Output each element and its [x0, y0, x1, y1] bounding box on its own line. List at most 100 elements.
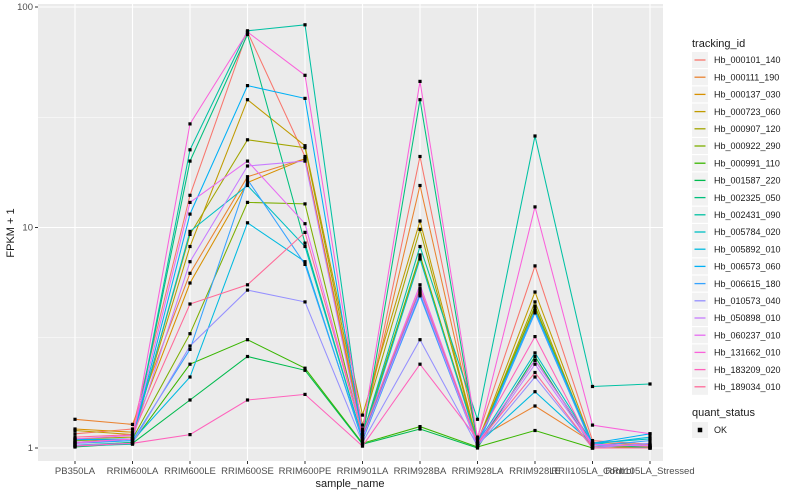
data-point [475, 441, 480, 445]
data-point [245, 159, 250, 163]
data-point [590, 423, 595, 427]
data-point [648, 432, 652, 436]
data-point [188, 159, 192, 163]
data-point [188, 271, 192, 275]
legend-label: Hb_005892_010 [714, 244, 781, 254]
data-point [475, 417, 480, 421]
data-point [533, 362, 537, 366]
data-point [303, 244, 307, 249]
data-point [188, 347, 192, 351]
data-point [418, 253, 422, 257]
data-point [418, 98, 422, 102]
data-point [648, 444, 652, 448]
data-point [475, 444, 480, 448]
data-point [303, 154, 307, 159]
legend-label: Hb_000723_060 [714, 107, 781, 117]
data-point [533, 375, 537, 379]
data-point [188, 212, 192, 216]
data-point [188, 332, 192, 336]
data-point [303, 368, 307, 372]
legend-label: Hb_002325_050 [714, 193, 781, 203]
legend-label: Hb_010573_040 [714, 296, 781, 306]
legend-label: Hb_006573_060 [714, 262, 781, 272]
data-point [245, 98, 250, 102]
data-point [245, 32, 250, 37]
data-point [303, 230, 307, 234]
data-point [130, 422, 135, 426]
data-point [303, 159, 307, 163]
data-point [360, 433, 365, 437]
data-point [130, 430, 135, 434]
data-point [648, 439, 652, 443]
data-point [188, 148, 192, 152]
data-point [188, 281, 192, 285]
data-point [418, 219, 422, 223]
data-point [533, 290, 537, 294]
data-point [303, 260, 307, 264]
data-point [73, 417, 77, 421]
data-point [188, 344, 192, 348]
data-point [73, 435, 77, 439]
x-tick-label: RRII105LA_Stressed [605, 466, 694, 477]
data-point [245, 164, 250, 168]
data-point [360, 439, 365, 443]
data-point [475, 446, 480, 450]
legend-label: OK [714, 425, 727, 435]
x-tick-label: RRIM600SE [221, 466, 274, 477]
data-point [360, 444, 365, 448]
data-point [245, 288, 250, 292]
x-tick-label: RRIM928LA [452, 466, 504, 477]
data-point [245, 221, 250, 225]
data-point [303, 96, 307, 100]
data-point [188, 260, 192, 264]
data-point [303, 23, 307, 27]
data-point [418, 362, 422, 366]
data-point [245, 84, 250, 88]
data-point [533, 300, 537, 304]
legend-label: Hb_131662_010 [714, 348, 781, 358]
data-point [533, 264, 537, 268]
data-point [188, 375, 192, 379]
data-point [533, 354, 537, 359]
data-point [533, 134, 537, 138]
data-point [648, 437, 652, 441]
legend-label: Hb_000101_140 [714, 55, 781, 65]
data-point [303, 202, 307, 206]
data-point [418, 244, 422, 249]
data-point [303, 222, 307, 226]
data-point [648, 441, 652, 445]
data-point [360, 442, 365, 446]
data-point [360, 440, 365, 444]
data-point [245, 338, 250, 342]
legend-label: Hb_050898_010 [714, 313, 781, 323]
data-point [475, 435, 480, 439]
data-point [590, 442, 595, 446]
data-point [303, 392, 307, 396]
data-point [73, 440, 77, 444]
data-point [303, 262, 307, 266]
data-point [648, 446, 652, 450]
x-tick-label: PB350LA [55, 466, 96, 477]
data-point [590, 444, 595, 448]
data-point [418, 154, 422, 159]
legend-label: Hb_000111_190 [714, 72, 779, 82]
data-point [533, 390, 537, 394]
data-point [533, 351, 537, 355]
legend-label: Hb_005784_020 [714, 227, 781, 237]
data-point [418, 338, 422, 342]
data-point [360, 413, 365, 417]
x-tick-label: RRIM600PE [279, 466, 332, 477]
data-point [303, 157, 307, 161]
data-point [245, 283, 250, 287]
data-point [188, 200, 192, 204]
data-point [533, 311, 537, 315]
legend-label: Hb_000137_030 [714, 90, 781, 100]
data-point [418, 257, 422, 261]
data-point [590, 446, 595, 450]
data-point [303, 144, 307, 148]
y-tick-label: 1 [28, 443, 33, 454]
data-point [418, 294, 422, 298]
legend-label: Hb_000907_120 [714, 124, 781, 134]
data-point [533, 309, 537, 313]
axes-layer: PB350LA RRIM600LA RRIM600LE RRIM600SE RRIM60… [17, 2, 694, 477]
